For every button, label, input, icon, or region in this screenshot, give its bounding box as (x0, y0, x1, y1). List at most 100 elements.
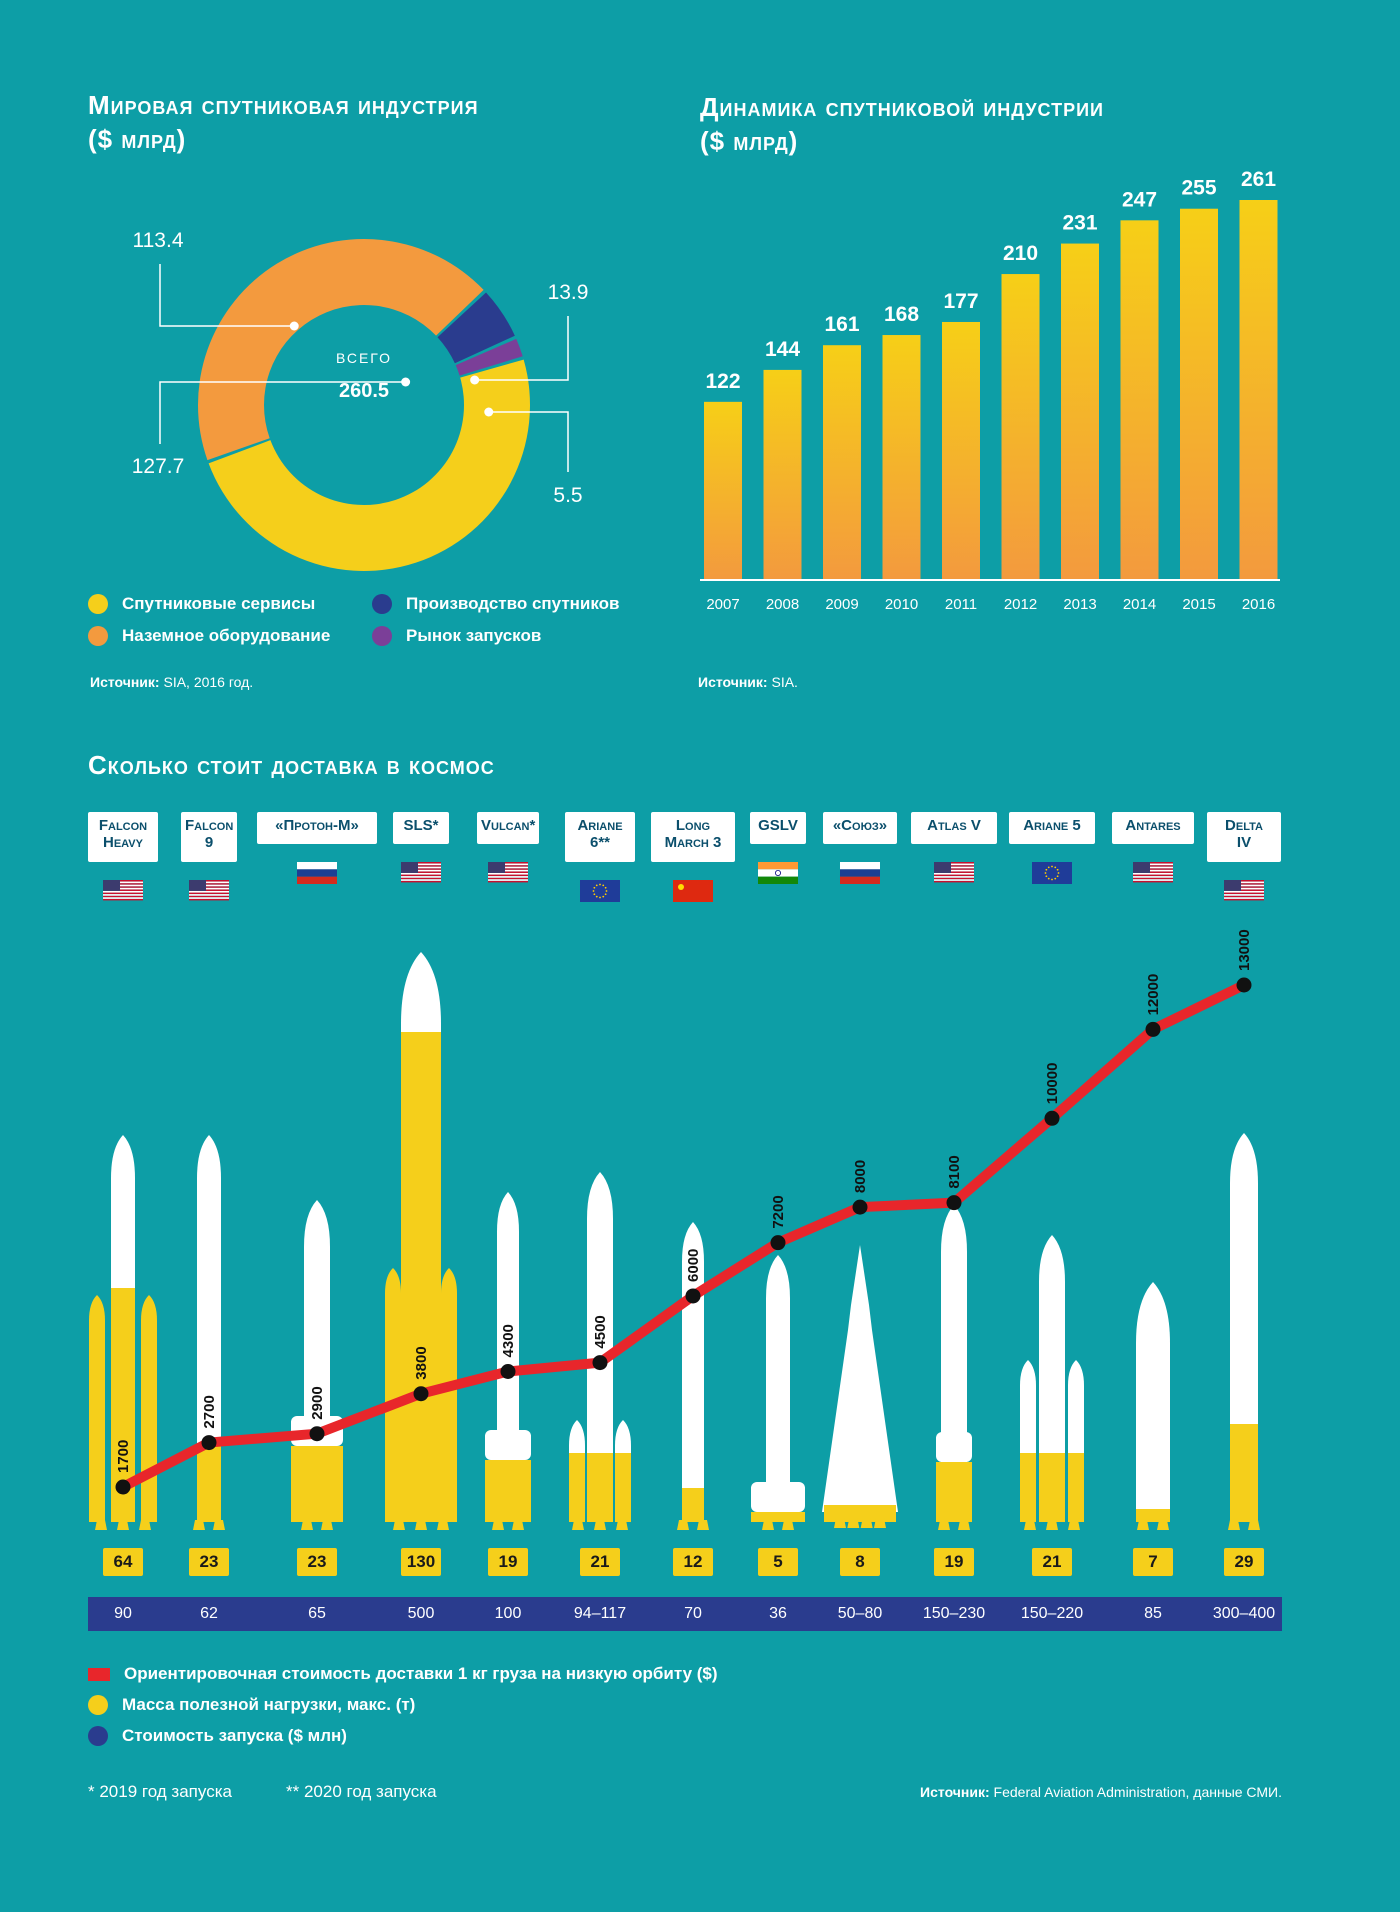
rocket-payload-fill (751, 1512, 805, 1522)
cost-value-label: 2900 (309, 1386, 326, 1419)
rocket-nozzle (139, 1520, 151, 1530)
payload-value: 8 (840, 1548, 880, 1576)
rocket-payload-fill (1230, 1424, 1258, 1522)
cost-point (852, 1199, 868, 1215)
rocket-nozzle (572, 1520, 584, 1530)
rocket-body (587, 1172, 613, 1522)
bar-2015 (1180, 208, 1218, 579)
donut-slice-3 (455, 338, 523, 376)
rocket-payload-fill (291, 1446, 343, 1522)
rocket-body (1136, 1282, 1170, 1522)
rocket-nozzle (437, 1520, 449, 1530)
cost-point (1236, 977, 1252, 993)
donut-slice-1 (198, 239, 484, 461)
bar-x-tick-label: 2015 (1182, 596, 1215, 613)
rocket-nozzle (95, 1520, 107, 1530)
bar-2009 (823, 345, 861, 579)
rocket-nozzle (117, 1520, 129, 1530)
legend-label: Стоимость запуска ($ млн) (122, 1726, 347, 1745)
rocket-payload-fill (587, 1453, 613, 1522)
bar-x-tick-label: 2009 (825, 596, 858, 613)
rocket-name-label: Falcon 9 (181, 812, 237, 862)
legend-label: Рынок запусков (406, 626, 542, 645)
rocket-nozzle (512, 1520, 524, 1530)
china-flag-icon (673, 880, 713, 902)
bar-x-tick-label: 2008 (766, 596, 799, 613)
launch-price-value: 100 (494, 1605, 522, 1622)
donut-value-label: 5.5 (553, 484, 582, 507)
cost-point (413, 1386, 429, 1402)
launch-price-value: 36 (769, 1605, 787, 1622)
eu-flag-icon (580, 880, 620, 902)
launch-price-value: 300–400 (1212, 1605, 1276, 1622)
bar-value-label: 255 (1181, 177, 1216, 200)
yellow-dot-icon (88, 1695, 108, 1715)
bar-2008 (763, 369, 802, 579)
rocket-nozzle (616, 1520, 628, 1530)
bar-x-tick-label: 2010 (885, 596, 918, 613)
donut-slice-2 (437, 292, 515, 364)
legend-label: Ориентировочная стоимость доставки 1 кг … (124, 1664, 718, 1683)
legend-item-services: Спутниковые сервисы (88, 594, 315, 614)
rocket-name-label: Long March 3 (651, 812, 735, 862)
launch-price-value: 94–117 (573, 1605, 627, 1622)
usa-flag-icon (189, 880, 229, 901)
callout-line (159, 264, 295, 327)
donut-value-label: 127.7 (132, 455, 185, 478)
cost-point (500, 1363, 516, 1379)
rocket-name-label: SLS* (393, 812, 449, 844)
bar-2010 (882, 335, 921, 579)
bar-value-label: 261 (1241, 168, 1276, 191)
rocket-payload-fill (401, 1032, 441, 1522)
rocket-booster (385, 1268, 401, 1522)
cost-value-label: 6000 (685, 1249, 702, 1282)
rocket-nozzle (1228, 1520, 1240, 1530)
rocket-nozzle (874, 1518, 886, 1528)
cost-point (685, 1288, 701, 1304)
bar-value-label: 231 (1062, 212, 1097, 235)
cost-value-label: 4500 (592, 1315, 609, 1348)
callout-line (488, 411, 569, 472)
rocket-name-label: Antares (1112, 812, 1194, 844)
bar-value-label: 161 (824, 313, 859, 336)
rocket-payload-fill (1039, 1453, 1065, 1522)
cost-line-chart: 1700 2700 2900 3800 4300 4500 6000 7200 8000 8100… (115, 929, 1253, 1495)
navy-dot-icon (88, 1726, 108, 1746)
cost-source: Источник: Federal Aviation Administratio… (920, 1784, 1282, 1800)
donut-chart: ВСЕГО 260.5 113.4 127.7 13.9 5.5 (132, 229, 589, 571)
rocket-booster-fill (569, 1453, 585, 1522)
rocket-illustrations (89, 952, 1260, 1530)
rocket-name-label: Vulcan* (477, 812, 539, 844)
legend-item-cost-per-kg: Ориентировочная стоимость доставки 1 кг … (88, 1664, 718, 1684)
payload-value: 23 (297, 1548, 337, 1576)
payload-value: 19 (934, 1548, 974, 1576)
usa-flag-icon (488, 862, 528, 883)
bar-2016 (1239, 200, 1278, 579)
donut-chart-title: Мировая спутниковая индустрия ($ млрд) (88, 90, 479, 154)
cost-value-label: 1700 (115, 1440, 132, 1473)
rocket-payload-fill (824, 1505, 896, 1522)
rocket-nozzle (834, 1518, 846, 1528)
payload-value: 19 (488, 1548, 528, 1576)
cost-value-label: 3800 (413, 1346, 430, 1379)
rocket-nozzle (847, 1518, 860, 1528)
rocket-nozzle (415, 1520, 427, 1530)
rocket-name-label: «Союз» (823, 812, 897, 844)
legend-item-launch-cost: Стоимость запуска ($ млн) (88, 1726, 347, 1746)
rocket-booster (141, 1295, 157, 1522)
cost-point (1044, 1110, 1060, 1126)
cost-value-label: 12000 (1145, 974, 1162, 1016)
rocket-payload-fill (936, 1462, 972, 1522)
rocket-body (822, 1245, 898, 1512)
usa-flag-icon (103, 880, 143, 901)
cost-chart-title: Сколько стоит доставка в космос (88, 750, 495, 780)
callout-dot (289, 321, 299, 331)
rocket-stage (936, 1432, 972, 1462)
payload-value: 29 (1224, 1548, 1264, 1576)
rocket-booster (89, 1295, 105, 1522)
donut-value-label: 13.9 (548, 281, 589, 304)
rocket-nozzle (492, 1520, 504, 1530)
rocket-nozzle (762, 1520, 774, 1530)
rocket-nozzle (1157, 1520, 1169, 1530)
donut-center-value: 260.5 (339, 380, 389, 402)
